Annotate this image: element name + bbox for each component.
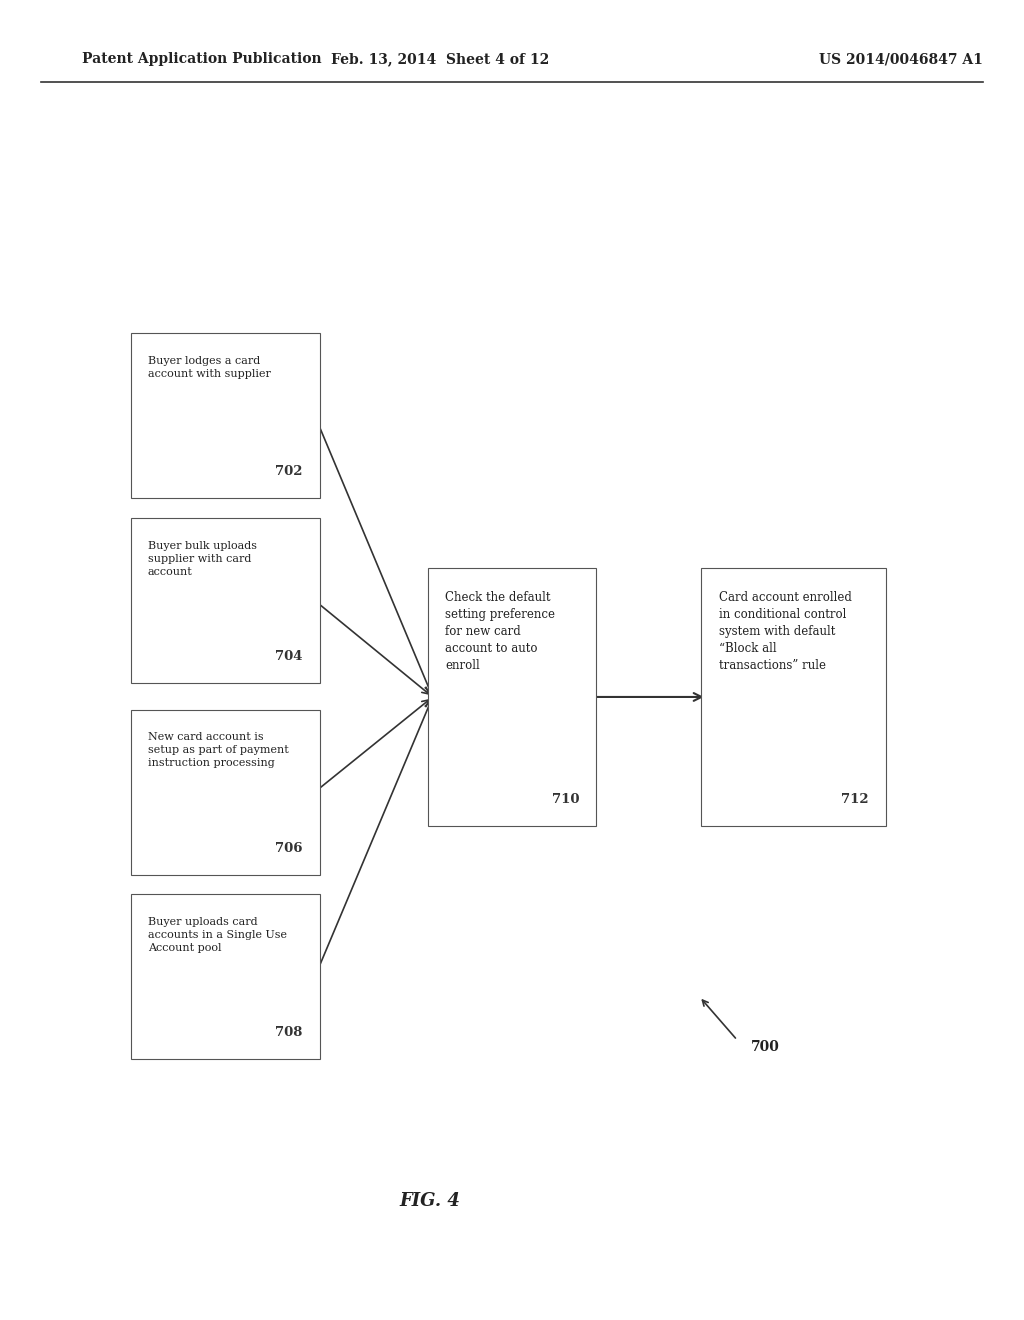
Text: 702: 702 — [275, 466, 303, 478]
Text: 706: 706 — [275, 842, 303, 855]
Text: 704: 704 — [275, 651, 303, 663]
Text: 712: 712 — [841, 793, 868, 805]
Text: 708: 708 — [275, 1027, 303, 1040]
FancyBboxPatch shape — [131, 517, 319, 682]
FancyBboxPatch shape — [131, 333, 319, 498]
Text: Buyer lodges a card
account with supplier: Buyer lodges a card account with supplie… — [148, 355, 270, 379]
Text: New card account is
setup as part of payment
instruction processing: New card account is setup as part of pay… — [148, 731, 289, 768]
Text: Card account enrolled
in conditional control
system with default
“Block all
tran: Card account enrolled in conditional con… — [719, 591, 852, 672]
FancyBboxPatch shape — [428, 569, 596, 826]
FancyBboxPatch shape — [131, 710, 319, 874]
Text: Buyer bulk uploads
supplier with card
account: Buyer bulk uploads supplier with card ac… — [148, 541, 257, 577]
Text: Check the default
setting preference
for new card
account to auto
enroll: Check the default setting preference for… — [444, 591, 555, 672]
Text: 710: 710 — [552, 793, 580, 805]
FancyBboxPatch shape — [701, 569, 886, 826]
Text: 700: 700 — [751, 1040, 779, 1053]
Text: Feb. 13, 2014  Sheet 4 of 12: Feb. 13, 2014 Sheet 4 of 12 — [331, 53, 550, 66]
FancyBboxPatch shape — [131, 895, 319, 1059]
Text: Buyer uploads card
accounts in a Single Use
Account pool: Buyer uploads card accounts in a Single … — [148, 916, 287, 953]
Text: US 2014/0046847 A1: US 2014/0046847 A1 — [819, 53, 983, 66]
Text: Patent Application Publication: Patent Application Publication — [82, 53, 322, 66]
Text: FIG. 4: FIG. 4 — [399, 1192, 461, 1210]
